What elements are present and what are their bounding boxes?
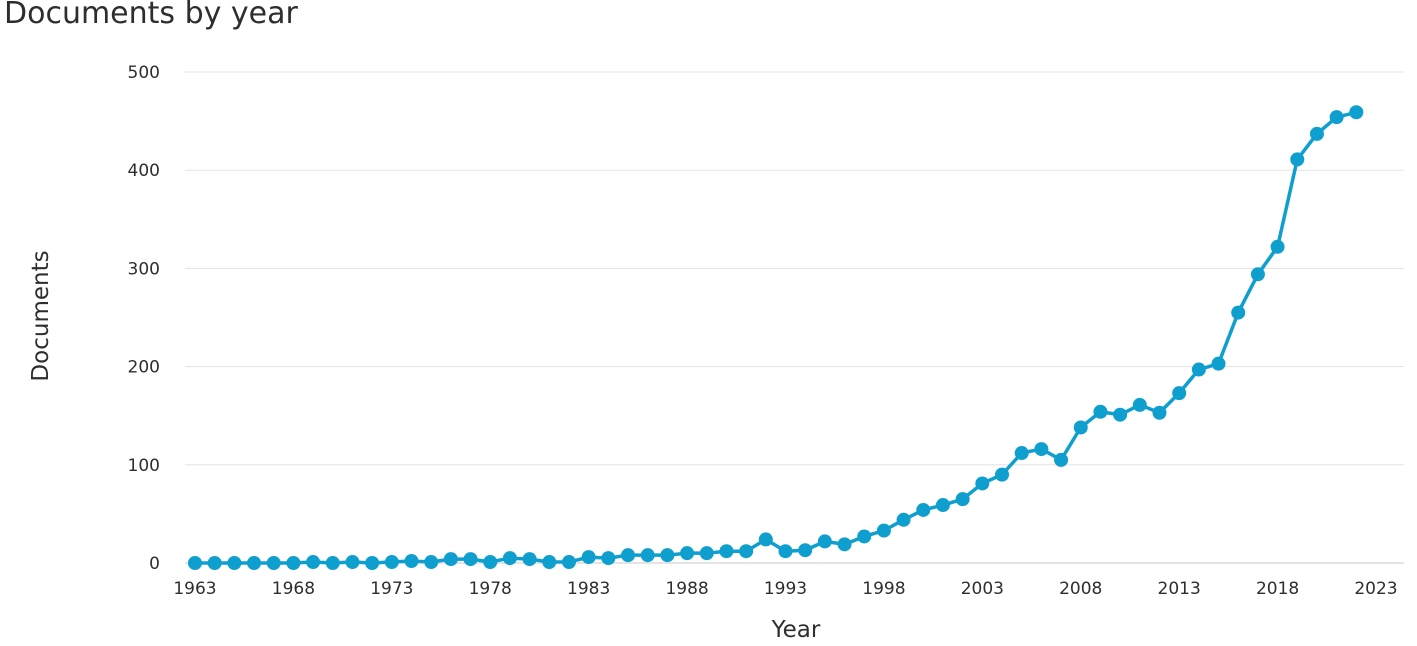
data-point[interactable] — [1270, 239, 1285, 254]
chart-title: Documents by year — [4, 0, 298, 31]
data-point[interactable] — [207, 556, 222, 570]
data-point[interactable] — [365, 556, 380, 570]
x-tick-label: 1963 — [173, 579, 216, 599]
data-point[interactable] — [522, 552, 537, 567]
y-tick-label: 500 — [128, 63, 160, 83]
x-tick-label: 2008 — [1059, 579, 1102, 599]
data-point[interactable] — [778, 544, 793, 559]
data-point[interactable] — [1014, 446, 1029, 461]
data-point[interactable] — [325, 556, 340, 570]
data-point[interactable] — [1093, 404, 1108, 419]
data-point[interactable] — [955, 492, 970, 507]
y-tick-label: 100 — [128, 456, 160, 476]
y-axis-label: Documents — [28, 250, 54, 381]
data-point[interactable] — [1211, 356, 1226, 371]
data-point[interactable] — [680, 546, 695, 561]
data-point[interactable] — [975, 476, 990, 491]
series-line — [195, 110, 1357, 565]
y-tick-labels: 0 100 200 300 400 500 — [128, 63, 160, 574]
y-tick-label: 300 — [128, 259, 160, 279]
gridlines — [185, 71, 1404, 564]
data-point[interactable] — [561, 555, 576, 570]
data-point[interactable] — [1113, 407, 1128, 422]
data-point[interactable] — [483, 555, 498, 570]
data-point[interactable] — [247, 556, 262, 570]
x-tick-label: 1968 — [272, 579, 315, 599]
x-tick-label: 1983 — [567, 579, 610, 599]
data-point[interactable] — [286, 556, 301, 570]
data-point[interactable] — [916, 502, 931, 517]
series-documents — [188, 105, 1364, 570]
data-point[interactable] — [1172, 386, 1187, 401]
data-point[interactable] — [1349, 105, 1364, 120]
data-point[interactable] — [1250, 267, 1265, 282]
x-tick-label: 1988 — [665, 579, 708, 599]
x-tick-label: 1973 — [370, 579, 413, 599]
data-point[interactable] — [266, 556, 281, 570]
data-point[interactable] — [1191, 362, 1206, 377]
x-tick-label: 2003 — [961, 579, 1004, 599]
data-point[interactable] — [542, 555, 557, 570]
data-point[interactable] — [463, 552, 478, 567]
x-tick-label: 1978 — [469, 579, 512, 599]
data-point[interactable] — [601, 551, 616, 566]
data-point[interactable] — [1054, 452, 1069, 467]
data-point[interactable] — [1290, 152, 1305, 167]
data-point[interactable] — [935, 498, 950, 513]
data-point[interactable] — [1152, 405, 1167, 420]
data-point[interactable] — [739, 544, 754, 559]
data-point[interactable] — [857, 529, 872, 544]
data-point[interactable] — [1329, 110, 1344, 125]
data-point[interactable] — [1073, 420, 1088, 435]
data-point[interactable] — [1231, 305, 1246, 320]
data-point[interactable] — [876, 523, 891, 538]
data-point[interactable] — [1034, 442, 1049, 457]
data-point[interactable] — [817, 534, 832, 549]
data-point[interactable] — [345, 555, 360, 570]
data-point[interactable] — [188, 556, 202, 570]
x-axis-label: Year — [771, 617, 821, 643]
data-point[interactable] — [306, 555, 321, 570]
data-point[interactable] — [1132, 397, 1147, 412]
x-tick-label: 1993 — [764, 579, 807, 599]
data-point[interactable] — [424, 555, 439, 570]
x-tick-label: 2018 — [1256, 579, 1299, 599]
data-point[interactable] — [719, 544, 734, 559]
data-point[interactable] — [758, 532, 773, 547]
x-tick-label: 2023 — [1354, 579, 1397, 599]
data-point[interactable] — [443, 552, 458, 567]
data-point[interactable] — [384, 555, 399, 570]
data-point[interactable] — [837, 537, 852, 552]
data-point[interactable] — [699, 546, 714, 561]
data-point[interactable] — [581, 550, 596, 565]
data-point[interactable] — [1309, 126, 1324, 141]
data-point[interactable] — [640, 548, 655, 563]
y-tick-label: 0 — [149, 554, 160, 574]
y-tick-label: 200 — [128, 358, 160, 378]
data-point[interactable] — [227, 556, 242, 570]
data-point[interactable] — [502, 551, 517, 566]
data-point[interactable] — [404, 554, 419, 569]
x-tick-labels: 1963 1968 1973 1978 1983 1988 1993 1998 2003 2008… — [173, 579, 1397, 599]
x-tick-label: 1998 — [862, 579, 905, 599]
data-point[interactable] — [621, 548, 636, 563]
data-point[interactable] — [995, 467, 1010, 482]
data-point[interactable] — [798, 543, 813, 558]
y-tick-label: 400 — [128, 161, 160, 181]
data-point[interactable] — [660, 548, 675, 563]
x-tick-label: 2013 — [1158, 579, 1201, 599]
data-point[interactable] — [896, 512, 911, 527]
